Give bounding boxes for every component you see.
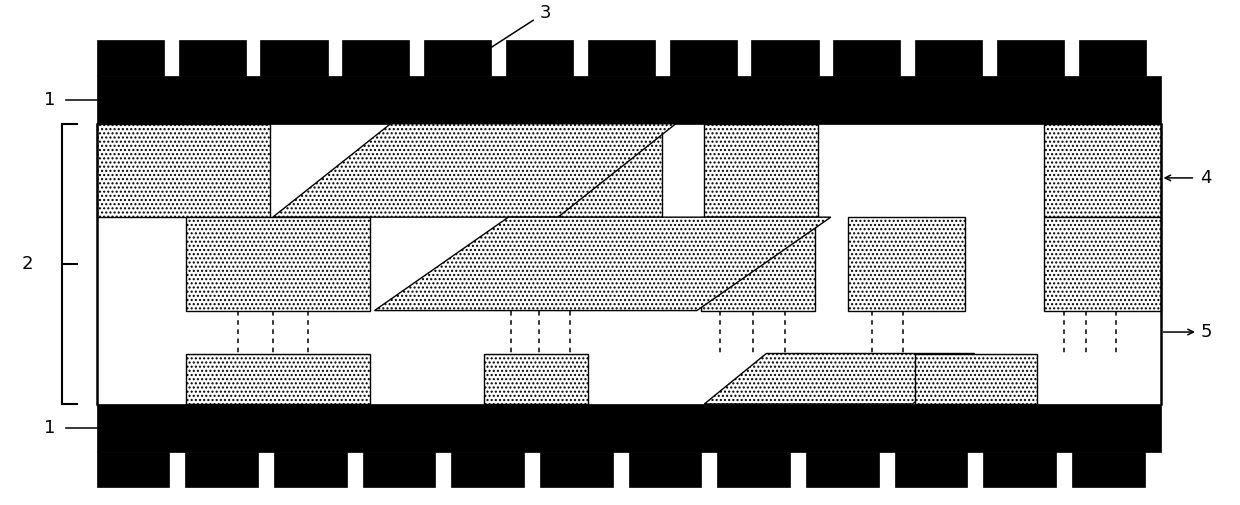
Bar [588, 40, 655, 76]
Text: 1: 1 [43, 91, 56, 109]
Bar [97, 40, 164, 76]
Bar [484, 354, 588, 404]
Bar [274, 452, 347, 487]
Text: 4: 4 [1200, 169, 1211, 187]
Text: 1: 1 [43, 419, 56, 437]
Bar [670, 40, 737, 76]
Bar [833, 40, 900, 76]
Bar [629, 452, 702, 487]
Bar [704, 124, 818, 217]
Bar [1044, 124, 1161, 217]
Bar [983, 452, 1056, 487]
Text: 2: 2 [21, 255, 33, 273]
Bar [1071, 452, 1145, 487]
Bar [751, 40, 818, 76]
Bar [451, 452, 525, 487]
Bar [363, 452, 435, 487]
Bar [186, 217, 370, 311]
Bar [186, 354, 370, 404]
Polygon shape [704, 354, 975, 404]
Bar [848, 217, 965, 311]
Bar [895, 452, 967, 487]
Bar [915, 40, 982, 76]
Text: 5: 5 [1200, 323, 1211, 341]
Bar [186, 452, 258, 487]
Bar [97, 452, 170, 487]
Bar [915, 354, 1037, 404]
Bar [1079, 40, 1146, 76]
Bar [342, 40, 409, 76]
Bar [97, 76, 1161, 124]
Bar [260, 40, 327, 76]
Bar [701, 217, 815, 311]
Bar [506, 40, 573, 76]
Bar [424, 40, 491, 76]
Bar [717, 452, 790, 487]
Text: 3: 3 [539, 4, 552, 22]
Bar [97, 404, 1161, 452]
Bar [997, 40, 1064, 76]
Bar [97, 124, 1161, 404]
Bar [806, 452, 879, 487]
Polygon shape [374, 217, 831, 311]
Bar [560, 124, 662, 217]
Bar [541, 452, 613, 487]
Polygon shape [273, 124, 676, 217]
Bar [97, 124, 270, 217]
Bar [179, 40, 246, 76]
Bar [1044, 217, 1161, 311]
